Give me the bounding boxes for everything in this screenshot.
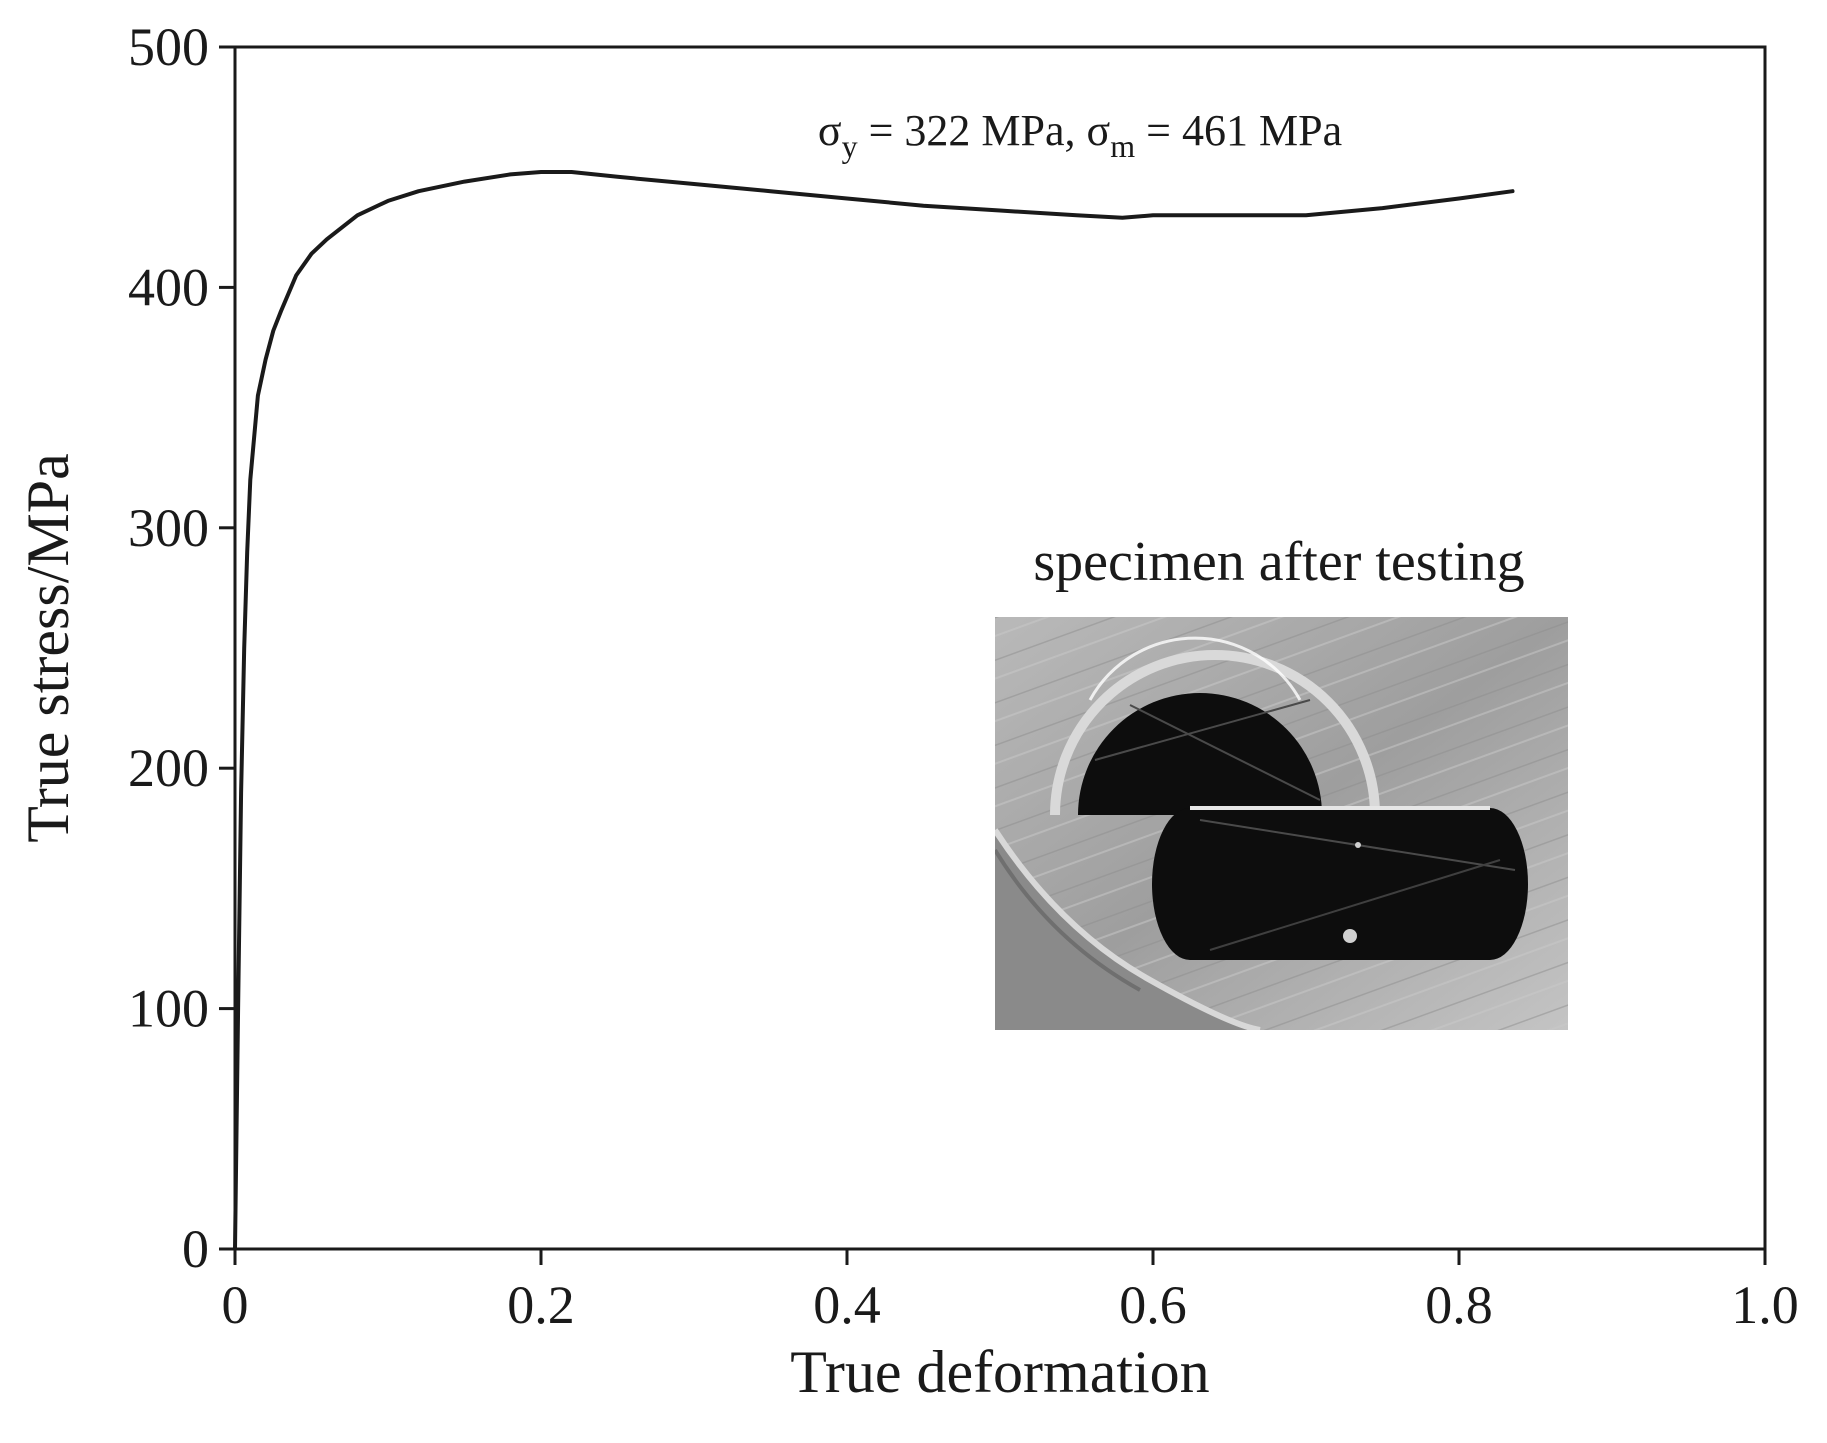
x-tick-label: 0	[222, 1275, 249, 1335]
x-tick-label: 0.4	[813, 1275, 881, 1335]
y-axis-ticks: 0 100 200 300 400 500	[128, 17, 235, 1279]
y-tick-label: 500	[128, 17, 209, 77]
inset-title: specimen after testing	[1033, 531, 1524, 593]
specimen-photo	[995, 617, 1568, 1030]
plot-frame	[233, 45, 1767, 1251]
bar-specimen	[1152, 808, 1528, 960]
y-tick-label: 200	[128, 738, 209, 798]
x-tick-label: 0.6	[1119, 1275, 1187, 1335]
x-axis-ticks: 0 0.2 0.4 0.6 0.8 1.0	[222, 1249, 1799, 1335]
y-tick-label: 100	[128, 979, 209, 1039]
x-axis-title: True deformation	[790, 1339, 1209, 1405]
y-tick-label: 300	[128, 498, 209, 558]
x-tick-label: 1.0	[1731, 1275, 1799, 1335]
stress-strain-curve	[233, 170, 1515, 1251]
y-axis-title: True stress/MPa	[15, 453, 81, 843]
half-disc-specimen	[1078, 693, 1322, 815]
y-tick-label: 0	[182, 1219, 209, 1279]
x-tick-label: 0.8	[1425, 1275, 1493, 1335]
x-tick-label: 0.2	[507, 1275, 575, 1335]
yield-strength-annotation: σy = 322 MPa, σm = 461 MPa	[818, 106, 1342, 164]
y-tick-label: 400	[128, 257, 209, 317]
